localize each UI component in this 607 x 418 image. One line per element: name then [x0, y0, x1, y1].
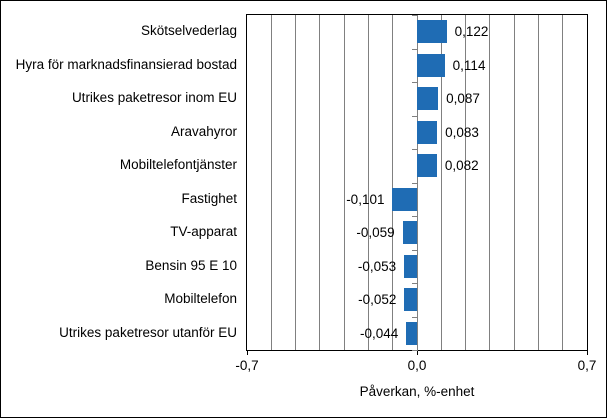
bar: [417, 154, 437, 178]
category-label: Bensin 95 E 10: [145, 257, 237, 273]
gridline: [465, 15, 467, 350]
bar: [402, 221, 417, 245]
bar: [417, 120, 438, 144]
category-tick: [412, 82, 418, 83]
category-label: TV-apparat: [170, 224, 237, 239]
category-tick: [412, 216, 418, 217]
category-tick: [412, 249, 418, 251]
category-tick: [412, 350, 418, 351]
value-label: 0,114: [452, 57, 486, 73]
category-tick: [412, 149, 418, 150]
value-label: 0,122: [454, 24, 489, 40]
bar: [417, 20, 447, 44]
value-label: -0,052: [358, 292, 397, 308]
value-label: -0,059: [356, 225, 395, 241]
category-label: Fastighet: [181, 190, 237, 206]
category-tick: [412, 316, 418, 318]
value-label: 0,083: [445, 124, 479, 140]
x-axis-tick-mark: [417, 351, 418, 355]
gridline: [343, 15, 345, 350]
category-tick: [412, 48, 418, 50]
gridline: [319, 15, 321, 350]
bar: [404, 288, 417, 312]
bar: [417, 53, 445, 77]
gridline: [367, 15, 369, 350]
x-axis-title: Påverkan, %-enhet: [359, 384, 475, 399]
category-tick: [412, 182, 418, 184]
category-label: Aravahyror: [170, 123, 237, 139]
value-label: 0,082: [444, 158, 479, 174]
x-axis-tick-label: -0,7: [235, 358, 259, 373]
category-label: Utrikes paketresor utanför EU: [59, 324, 237, 340]
x-axis-tick-mark: [247, 351, 248, 355]
gridline: [295, 15, 297, 350]
category-label: Mobiltelefontjänster: [119, 157, 237, 172]
x-axis-tick-mark: [587, 351, 588, 355]
value-label: 0,087: [446, 91, 480, 107]
x-axis-tick-label: 0,0: [407, 358, 427, 373]
category-tick: [412, 115, 418, 117]
category-label: Skötselvederlag: [140, 23, 237, 38]
bar: [404, 254, 417, 278]
gridline: [513, 15, 515, 350]
bar: [417, 87, 439, 111]
gridline: [392, 15, 394, 350]
gridline: [489, 15, 491, 350]
x-axis-tick-label: 0,7: [577, 358, 597, 373]
category-label: Mobiltelefon: [164, 291, 237, 306]
plot-area: 0,122 0,114 0,087 0,083 0,082 -0,101 -0,059 -0,…: [246, 14, 588, 351]
category-label: Utrikes paketresor inom EU: [71, 90, 237, 105]
gridline: [562, 15, 564, 350]
bar: [392, 187, 417, 211]
gridline: [537, 15, 539, 350]
gridline: [270, 15, 272, 350]
category-tick: [412, 15, 418, 16]
value-label: -0,044: [360, 325, 399, 341]
gridline: [440, 15, 442, 350]
category-tick: [412, 283, 418, 284]
value-label: -0,101: [346, 191, 385, 207]
category-label: Hyra för marknadsfinansierad bostad: [15, 56, 237, 72]
bar: [406, 321, 417, 345]
value-label: -0,053: [357, 258, 397, 274]
